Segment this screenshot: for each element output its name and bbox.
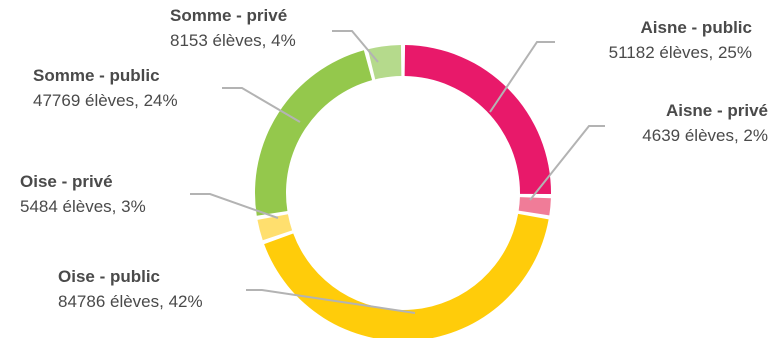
slice-name-label: Oise - public bbox=[58, 267, 160, 286]
leader-line bbox=[332, 30, 379, 63]
donut-slice-oise-public bbox=[264, 213, 549, 338]
slice-value-label: 47769 élèves, 24% bbox=[33, 91, 178, 110]
slice-value-label: 4639 élèves, 2% bbox=[642, 126, 768, 145]
donut-slice-oise-privé bbox=[257, 214, 293, 241]
leader-line bbox=[222, 87, 301, 123]
slice-name-label: Aisne - public bbox=[641, 18, 752, 37]
slice-name-label: Somme - privé bbox=[170, 6, 287, 25]
labels-group: Aisne - public 51182 élèves, 25% Aisne - p… bbox=[20, 6, 768, 311]
donut-slice-somme-public bbox=[255, 50, 373, 216]
slice-name-label: Oise - privé bbox=[20, 172, 113, 191]
leader-lines-group bbox=[190, 30, 605, 314]
leader-line bbox=[529, 125, 605, 201]
slice-value-label: 8153 élèves, 4% bbox=[170, 31, 296, 50]
donut-slice-aisne-public bbox=[404, 45, 551, 195]
leader-line bbox=[489, 41, 555, 113]
slice-value-label: 51182 élèves, 25% bbox=[609, 43, 752, 62]
donut-slice-somme-privé bbox=[367, 45, 402, 80]
slice-name-label: Aisne - privé bbox=[666, 101, 768, 120]
donut-slice-aisne-privé bbox=[518, 197, 551, 216]
leader-line bbox=[246, 289, 416, 314]
slices-group bbox=[255, 45, 551, 338]
slice-name-label: Somme - public bbox=[33, 66, 160, 85]
leader-line bbox=[190, 193, 279, 219]
slice-value-label: 5484 élèves, 3% bbox=[20, 197, 146, 216]
slice-value-label: 84786 élèves, 42% bbox=[58, 292, 203, 311]
